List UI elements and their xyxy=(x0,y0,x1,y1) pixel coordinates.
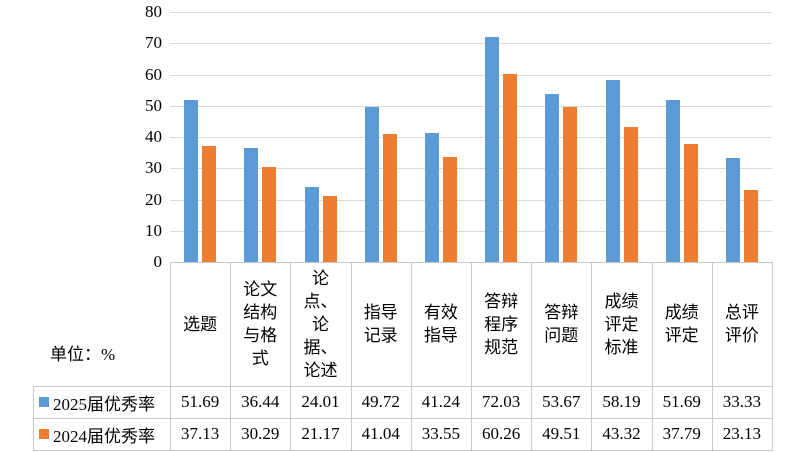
bar-2025届优秀率-成绩评定 xyxy=(665,100,680,262)
bar-2025届优秀率-成绩评定标准 xyxy=(605,80,620,262)
bar-2025届优秀率-总评评价 xyxy=(725,158,740,262)
value-cell: 37.79 xyxy=(662,424,701,443)
gridline xyxy=(170,43,772,45)
bar-2024届优秀率-指导记录 xyxy=(382,134,397,262)
category-cell: 指导 记录 xyxy=(363,303,398,345)
table-border-line xyxy=(531,262,532,451)
table-border-line xyxy=(772,262,773,451)
bar-2024届优秀率-答辩问题 xyxy=(563,107,578,262)
value-cell: 72.03 xyxy=(481,392,521,411)
gridline xyxy=(170,12,772,13)
table-border-line xyxy=(33,386,772,387)
table-border-line xyxy=(652,262,653,451)
value-cell: 33.33 xyxy=(722,392,762,411)
legend-swatch-icon xyxy=(39,429,49,439)
y-tick-label: 50 xyxy=(145,95,162,115)
table-border-line xyxy=(712,262,713,451)
gridline xyxy=(170,199,772,201)
table-border-line xyxy=(471,262,472,451)
value-cell: 43.32 xyxy=(602,424,641,443)
table-border-line xyxy=(591,262,592,451)
legend-entry: 2024届优秀率 xyxy=(33,418,170,450)
category-cell: 有效 指导 xyxy=(423,303,458,345)
y-tick-label: 20 xyxy=(145,189,162,209)
value-cell: 51.69 xyxy=(180,392,220,411)
legend-entry: 2025届优秀率 xyxy=(33,386,170,418)
bar-2025届优秀率-论点、论据、论述 xyxy=(304,187,319,262)
bar-2024届优秀率-成绩评定 xyxy=(683,144,698,262)
gridline xyxy=(170,74,772,76)
table-border-line xyxy=(290,262,291,451)
table-border-line xyxy=(170,262,171,451)
category-cell: 成绩 评定 标准 xyxy=(604,291,639,357)
value-cell: 33.55 xyxy=(421,424,461,443)
value-cell: 37.13 xyxy=(180,424,220,443)
table-border-line xyxy=(411,262,412,451)
table-border-line xyxy=(33,450,772,451)
plot-area xyxy=(170,12,772,262)
value-cell: 41.24 xyxy=(421,392,461,411)
legend-swatch-icon xyxy=(39,397,49,407)
y-tick-label: 10 xyxy=(145,220,162,240)
value-cell: 24.01 xyxy=(301,392,340,411)
bar-2025届优秀率-选题 xyxy=(184,100,199,262)
value-cell: 49.72 xyxy=(361,392,400,411)
category-cell: 论 点、 论 据、 论述 xyxy=(303,268,338,380)
value-cell: 41.04 xyxy=(361,424,400,443)
value-cell: 60.26 xyxy=(481,424,521,443)
value-cell: 49.51 xyxy=(542,424,581,443)
category-cell: 答辩 问题 xyxy=(544,303,579,345)
bar-2025届优秀率-论文结构与格式 xyxy=(244,148,259,262)
table-border-line xyxy=(33,386,34,451)
unit-label: 单位：% xyxy=(50,345,116,364)
y-tick-label: 30 xyxy=(145,158,162,178)
category-cell: 选题 xyxy=(183,314,218,334)
y-tick-label: 80 xyxy=(145,2,162,21)
value-cell: 36.44 xyxy=(241,392,280,411)
bar-2024届优秀率-有效指导 xyxy=(442,157,457,262)
bar-2025届优秀率-有效指导 xyxy=(424,133,439,262)
y-tick-label: 70 xyxy=(145,33,162,53)
value-cell: 23.13 xyxy=(722,424,762,443)
gridline xyxy=(170,230,772,232)
y-tick-label: 60 xyxy=(145,64,162,84)
y-tick-label: 40 xyxy=(145,127,162,146)
bar-2024届优秀率-论文结构与格式 xyxy=(262,167,277,262)
category-cell: 答辩 程序 规范 xyxy=(484,291,519,357)
value-cell: 30.29 xyxy=(241,424,280,443)
table-border-line xyxy=(230,262,231,451)
value-cell: 58.19 xyxy=(602,392,641,411)
category-cell: 总评 评价 xyxy=(724,303,759,345)
bar-2024届优秀率-选题 xyxy=(202,146,217,262)
bar-2024届优秀率-成绩评定标准 xyxy=(623,127,638,262)
bar-2024届优秀率-论点、论据、论述 xyxy=(322,196,337,262)
bar-2024届优秀率-总评评价 xyxy=(743,190,758,262)
gridline xyxy=(170,137,772,138)
y-tick-label: 0 xyxy=(153,252,163,271)
legend-label: 2024届优秀率 xyxy=(53,426,155,446)
value-cell: 21.17 xyxy=(301,424,340,443)
bar-2025届优秀率-答辩程序规范 xyxy=(485,37,500,262)
gridline xyxy=(170,168,772,170)
table-border-line xyxy=(351,262,352,451)
table-border-line xyxy=(33,418,772,419)
bar-2024届优秀率-答辩程序规范 xyxy=(503,74,518,262)
legend-label: 2025届优秀率 xyxy=(53,394,155,414)
bar-2025届优秀率-答辩问题 xyxy=(545,94,560,262)
category-cell: 论文 结构 与格 式 xyxy=(243,280,278,368)
category-cell: 成绩 评定 xyxy=(664,303,699,345)
value-cell: 53.67 xyxy=(542,392,581,411)
value-cell: 51.69 xyxy=(662,392,701,411)
bar-2025届优秀率-指导记录 xyxy=(364,107,379,262)
gridline xyxy=(170,105,772,107)
